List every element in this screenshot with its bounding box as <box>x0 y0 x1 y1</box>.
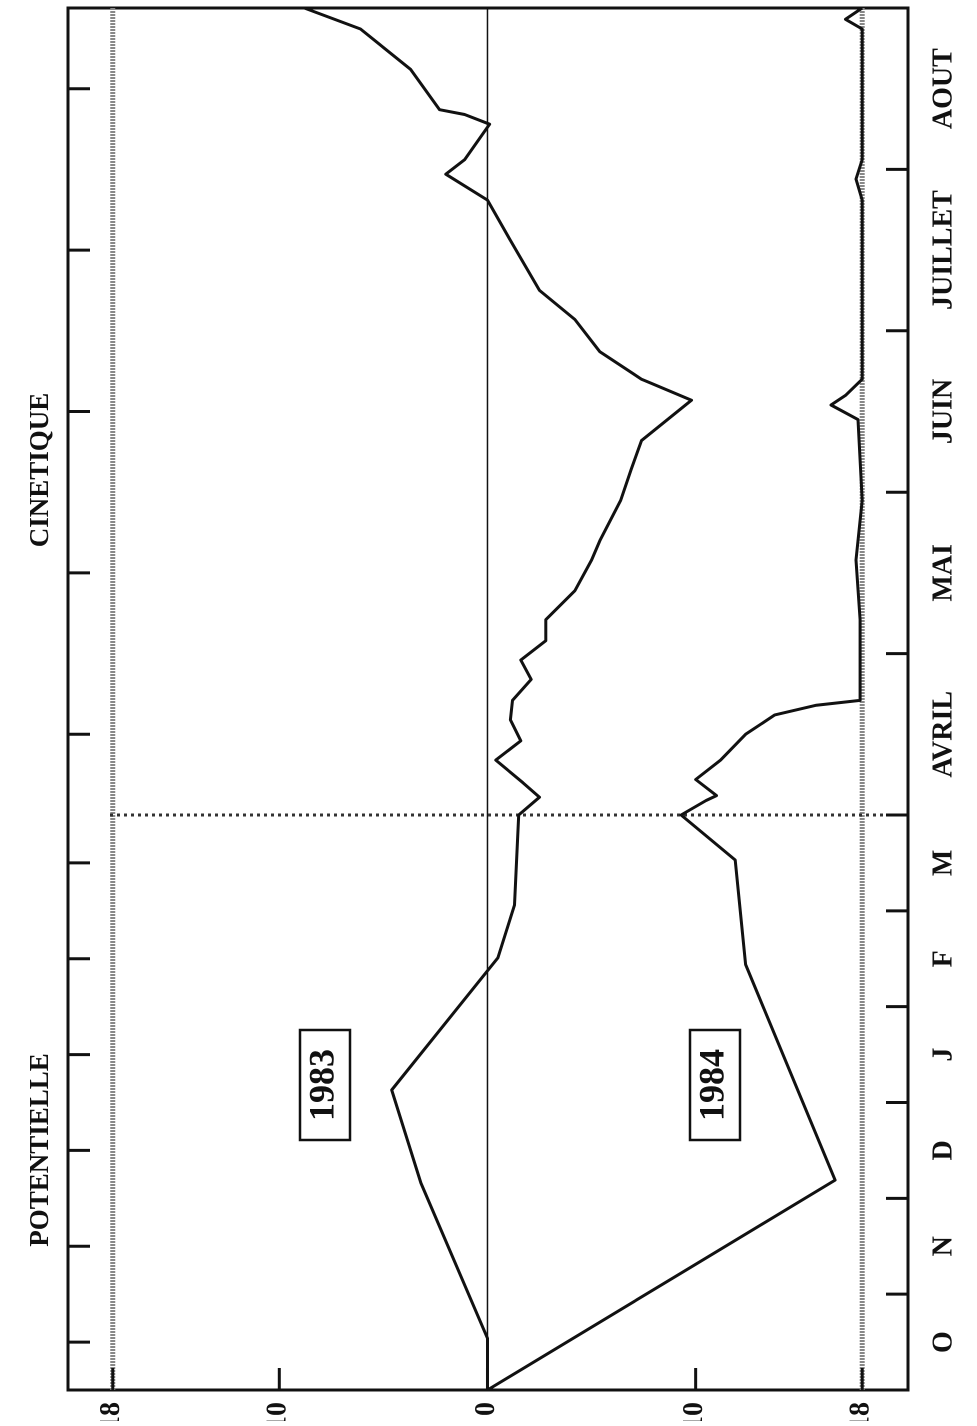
value-tick-label: -18 <box>845 1402 876 1421</box>
value-tick-label: 0 <box>470 1402 501 1416</box>
annotation: CINETIQUE <box>24 393 54 548</box>
x-tick-label: JUILLET <box>927 190 958 310</box>
x-tick-label: F <box>927 950 958 967</box>
x-tick-label: AVRIL <box>927 691 958 778</box>
x-tick-label: AOUT <box>927 48 958 129</box>
x-tick-label: M <box>927 850 958 876</box>
series-line <box>303 6 693 1390</box>
legend-label: 1984 <box>691 1049 731 1121</box>
value-tick-label: -10 <box>678 1402 709 1421</box>
legend-box <box>298 1028 352 1142</box>
series-line <box>486 6 864 1392</box>
value-tick-label: 18 <box>95 1402 126 1421</box>
legend-label: 1983 <box>301 1049 341 1121</box>
x-tick-label: O <box>927 1331 958 1353</box>
annotation: POTENTIELLE <box>24 1053 54 1247</box>
legend-box <box>688 1028 742 1142</box>
x-tick-label: N <box>927 1236 958 1256</box>
x-tick-label: JUIN <box>927 379 958 444</box>
x-tick-label: D <box>927 1140 958 1160</box>
x-tick-label: MAI <box>927 544 958 602</box>
value-tick-label: 10 <box>262 1402 293 1421</box>
x-tick-label: J <box>927 1048 958 1062</box>
